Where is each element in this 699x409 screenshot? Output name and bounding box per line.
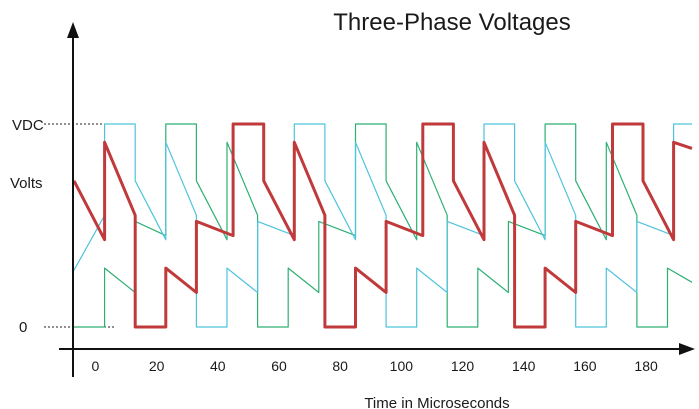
- y-axis-arrow-icon: [67, 22, 79, 38]
- y-axis-label: Volts: [10, 175, 43, 192]
- x-tick-label: 160: [573, 358, 597, 374]
- x-tick-label: 120: [451, 358, 475, 374]
- x-tick-label: 40: [210, 358, 226, 374]
- chart-title: Three-Phase Voltages: [333, 9, 570, 36]
- series-layer: [72, 122, 693, 329]
- x-tick-labels: 0 20 40 60 80 100 120 140 160 180: [92, 358, 658, 374]
- level-guides: [44, 123, 128, 328]
- x-tick-label: 0: [92, 358, 100, 374]
- series-line-1: [72, 122, 693, 329]
- x-tick-label: 140: [512, 358, 536, 374]
- x-tick-label: 100: [390, 358, 414, 374]
- series-line-2: [74, 123, 693, 328]
- x-tick-label: 20: [149, 358, 165, 374]
- x-tick-label: 180: [634, 358, 658, 374]
- y-level-bottom-label: 0: [19, 319, 27, 336]
- y-level-top-label: VDC: [12, 117, 44, 134]
- x-axis-label: Time in Microseconds: [364, 395, 509, 409]
- x-tick-label: 60: [271, 358, 287, 374]
- x-axis-arrow-icon: [679, 343, 695, 355]
- x-tick-label: 80: [332, 358, 348, 374]
